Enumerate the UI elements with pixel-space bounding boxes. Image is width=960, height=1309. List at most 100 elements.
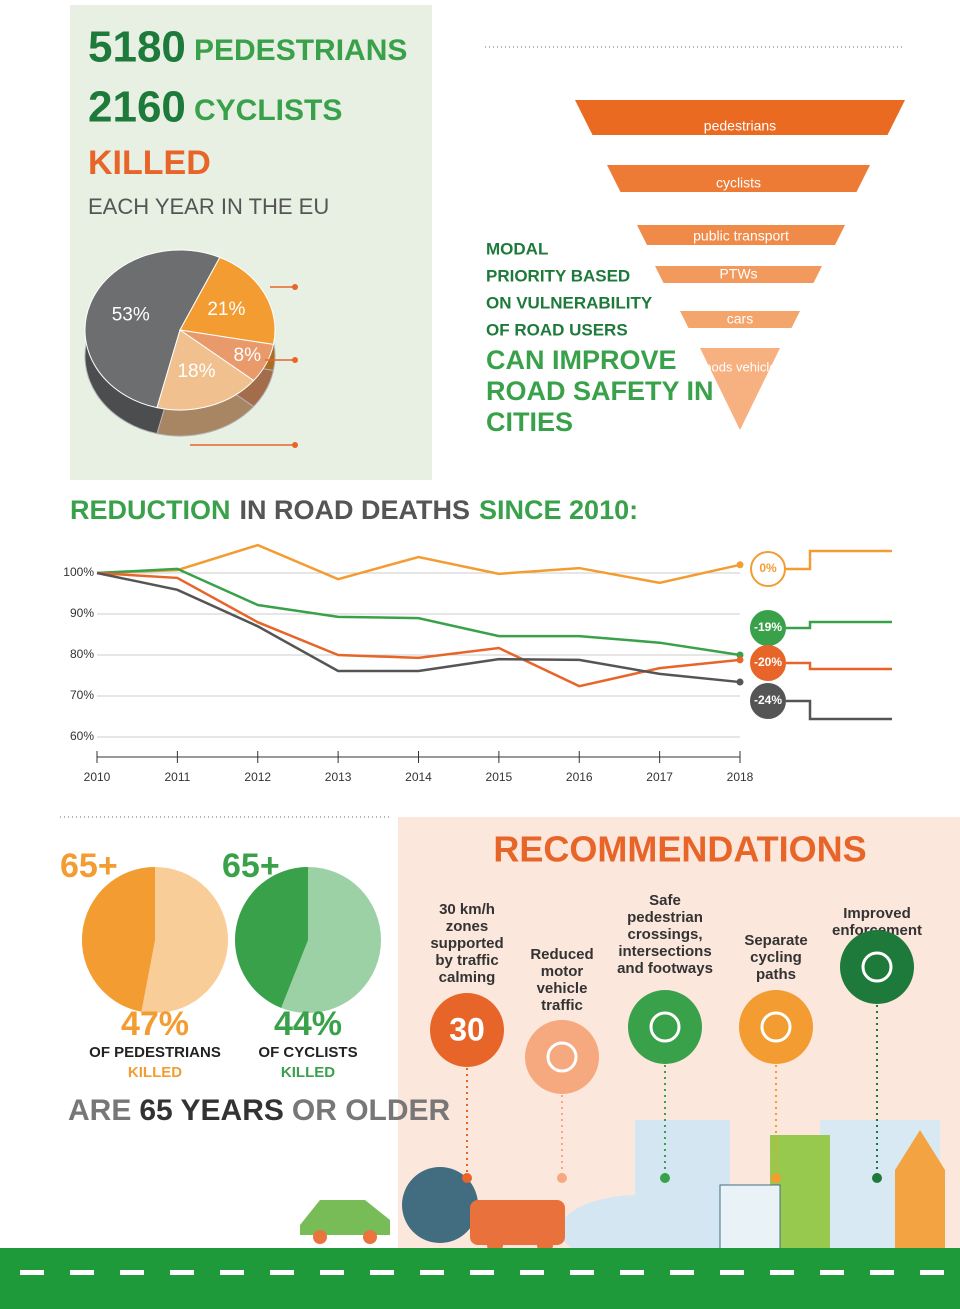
rec-pointer-dot (660, 1173, 670, 1183)
dash (770, 1270, 794, 1275)
change-badge (750, 645, 786, 681)
dash (270, 1270, 294, 1275)
rec-text: cycling (750, 949, 802, 966)
step-line (786, 620, 892, 630)
pyramid-level (680, 311, 800, 328)
priority-text: PRIORITY BASED (486, 266, 630, 285)
pyramid-level (637, 225, 845, 245)
killed: KILLED (88, 144, 211, 182)
change-badge (750, 683, 786, 719)
step-line (786, 549, 892, 571)
rec-icon-glyph (760, 1011, 792, 1043)
priority-text: ON VULNERABILITY (486, 293, 653, 312)
rec-text: and footways (617, 960, 713, 977)
pie-label: 21% (207, 299, 245, 320)
rec-icon (430, 993, 504, 1067)
rec-text: paths (756, 966, 796, 983)
pie-label: 53% (112, 304, 150, 325)
series-line (96, 543, 741, 585)
pyramid-label: pedestrians (704, 118, 776, 134)
rec-text: Improved (843, 905, 911, 922)
leader-dot (292, 357, 298, 363)
priority-highlight: CAN IMPROVE (486, 345, 677, 375)
rec-text: Reduced (530, 946, 593, 963)
x-tick-label: 2016 (566, 770, 593, 784)
headline-text: PEDESTRIANS (194, 34, 407, 67)
step-line (786, 699, 892, 721)
dash (470, 1270, 494, 1275)
rec-icon (739, 990, 813, 1064)
chart-title: REDUCTION IN ROAD DEATHS SINCE 2010: (70, 495, 638, 525)
age-status: KILLED (281, 1064, 335, 1081)
dash (870, 1270, 894, 1275)
rec-pointer-dot (872, 1173, 882, 1183)
rec-icon-glyph (546, 1041, 578, 1073)
dash (920, 1270, 944, 1275)
rec-text: zones (446, 918, 489, 935)
age-pie-slice (235, 867, 308, 1008)
y-tick-label: 100% (63, 565, 94, 579)
rec-pointer-dot (557, 1173, 567, 1183)
pyramid-label: cars (727, 311, 753, 327)
age-pie-slice (81, 867, 155, 1012)
rec-pointer-dot (771, 1173, 781, 1183)
dash (820, 1270, 844, 1275)
dash (120, 1270, 144, 1275)
rec-icon-glyph (649, 1011, 681, 1043)
y-tick-label: 90% (70, 606, 94, 620)
dash (370, 1270, 394, 1275)
rec-icon (525, 1020, 599, 1094)
dash (570, 1270, 594, 1275)
age-percent: 44% (274, 1005, 342, 1043)
leader-dot (292, 284, 298, 290)
rec-text: 30 km/h (439, 901, 495, 918)
dash (420, 1270, 444, 1275)
pie-slice (179, 256, 276, 346)
pyramid-label: goods vehicles (697, 359, 783, 374)
rec-icon (840, 930, 914, 1004)
end-dot (736, 678, 744, 686)
pyramid-label: PTWs (719, 266, 757, 282)
end-dot (736, 656, 744, 664)
pie-slice (84, 249, 221, 409)
y-tick-label: 80% (70, 647, 94, 661)
rec-text: intersections (618, 943, 711, 960)
dash (170, 1270, 194, 1275)
y-tick-label: 70% (70, 688, 94, 702)
end-dot (736, 561, 744, 569)
x-tick-label: 2013 (325, 770, 352, 784)
x-tick-label: 2015 (486, 770, 513, 784)
title-part: IN ROAD DEATHS (240, 495, 471, 525)
dash (620, 1270, 644, 1275)
dash (20, 1270, 44, 1275)
age-percent: 47% (121, 1005, 189, 1043)
dash (720, 1270, 744, 1275)
pie-slice (156, 329, 255, 411)
dash (320, 1270, 344, 1275)
change-badge (750, 551, 786, 587)
headline-number: 2160 (88, 83, 186, 132)
rec-icon-glyph (861, 951, 893, 983)
rec-text: by traffic (435, 952, 498, 969)
pyramid-label: cyclists (716, 175, 761, 191)
priority-text: OF ROAD USERS (486, 320, 628, 339)
pyramid-level (655, 266, 822, 283)
pie-label: 18% (177, 361, 215, 382)
road (0, 1248, 960, 1309)
change-label: -19% (754, 620, 782, 634)
x-tick-label: 2014 (405, 770, 432, 784)
footer-part: 65 YEARS (139, 1094, 284, 1127)
rec-icon-text: 30 (449, 1011, 485, 1047)
priority-text: MODAL (486, 239, 548, 258)
priority-highlight: ROAD SAFETY IN (486, 376, 714, 406)
age-status: KILLED (128, 1064, 182, 1081)
rec-text: calming (439, 969, 496, 986)
age-footer: ARE 65 YEARS OR OLDER (68, 1094, 451, 1127)
rec-title: RECOMMENDATIONS (493, 829, 866, 870)
x-tick-label: 2010 (84, 770, 111, 784)
rec-text: Safe (649, 892, 681, 909)
priority-highlight: CITIES (486, 407, 573, 437)
pie-label: 8% (234, 345, 262, 366)
rec-pointer-dot (462, 1173, 472, 1183)
